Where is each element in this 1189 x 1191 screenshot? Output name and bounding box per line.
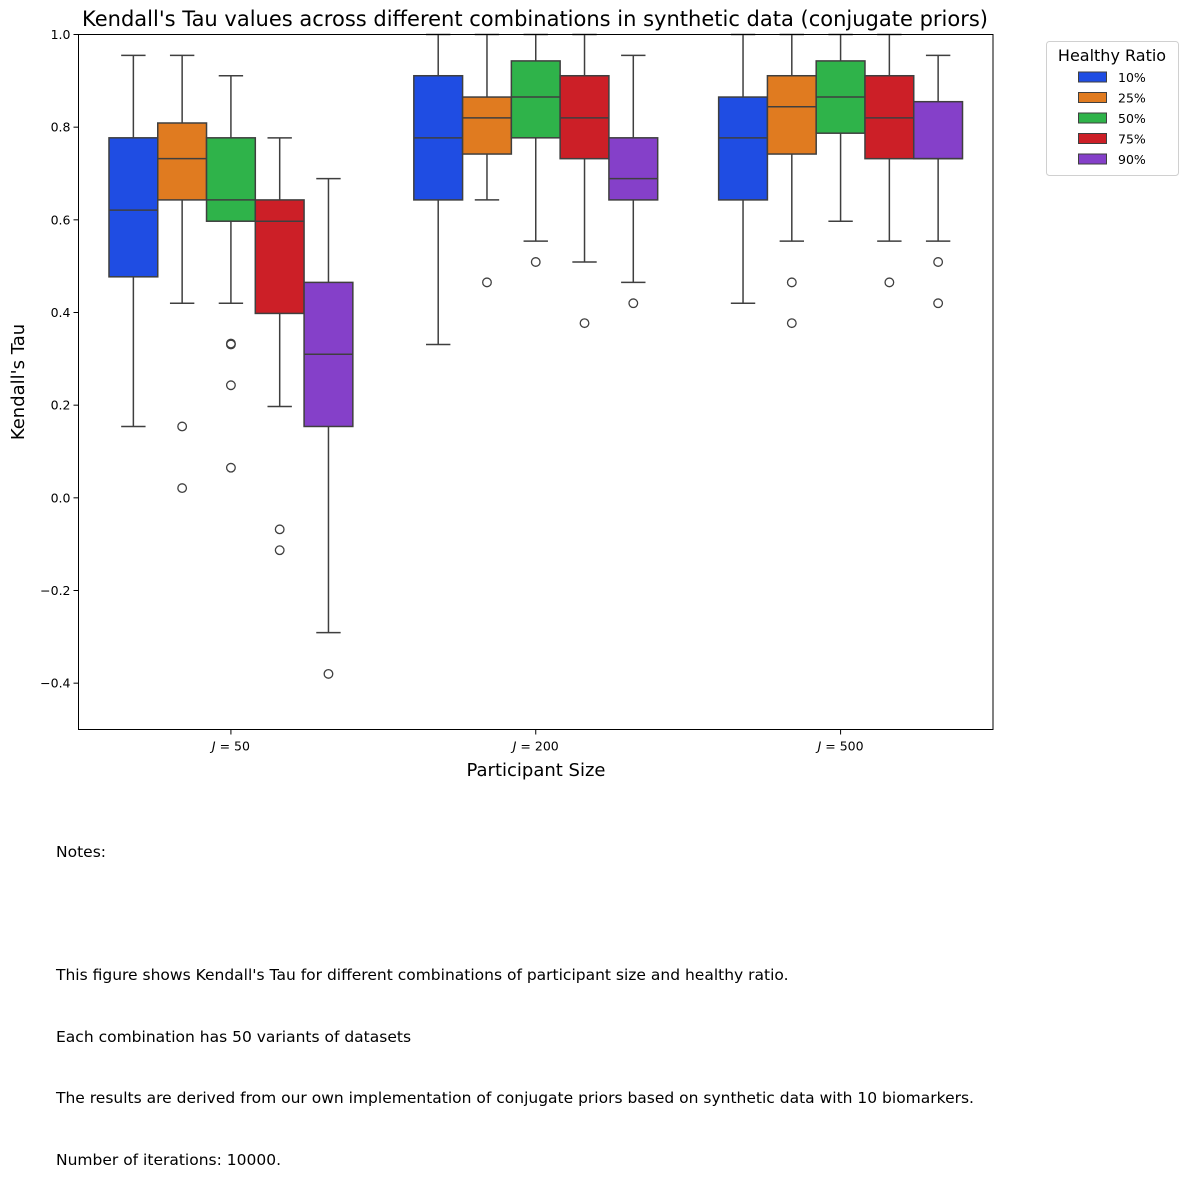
y-tick-label: 0.6 <box>51 212 71 227</box>
legend-label: 75% <box>1118 132 1146 147</box>
box-50pct-2 <box>815 33 866 222</box>
outlier-point <box>786 277 797 288</box>
notes-line: The results are derived from our own imp… <box>56 1089 974 1107</box>
box-iqr <box>157 122 208 201</box>
outlier-point <box>482 277 492 288</box>
chart: Kendall's Tau values across different co… <box>8 7 1179 781</box>
x-axis: J = 50 J = 200 J = 500 <box>209 729 864 754</box>
y-tick-label: −0.4 <box>40 676 70 691</box>
outlier-point <box>225 462 236 473</box>
notes-line: This figure shows Kendall's Tau for diff… <box>56 966 789 984</box>
notes-line: Number of iterations: 10000. <box>56 1150 281 1169</box>
outlier-point <box>933 257 944 267</box>
outlier-point <box>884 277 895 288</box>
legend-label: 25% <box>1118 91 1146 106</box>
box-75pct-1 <box>559 33 610 329</box>
box-25pct-1 <box>461 33 513 288</box>
y-tick-label: 0.8 <box>51 120 71 135</box>
legend-swatch <box>1078 71 1107 83</box>
box-25pct-0 <box>157 54 208 494</box>
box-90pct-2 <box>912 54 964 309</box>
y-axis-label: Kendall's Tau <box>8 324 29 440</box>
box-iqr <box>766 74 817 155</box>
x-axis-label: Participant Size <box>466 760 605 781</box>
outlier-point <box>274 524 285 535</box>
y-tick-label: 0.2 <box>51 398 71 413</box>
x-tick-value: = 50 <box>216 739 250 754</box>
outlier-point <box>579 318 590 329</box>
notes-line: Each combination has 50 variants of data… <box>56 1027 412 1046</box>
box-25pct-2 <box>766 33 817 329</box>
x-tick-var: J <box>209 739 216 754</box>
box-iqr <box>254 199 305 315</box>
x-tick-var: J <box>510 739 517 754</box>
y-tick-label: 0.4 <box>51 305 71 320</box>
legend-label: 90% <box>1118 152 1146 167</box>
legend-label: 10% <box>1118 70 1146 85</box>
box-iqr <box>608 137 659 201</box>
outlier-point <box>786 318 797 329</box>
outlier-point <box>628 298 639 309</box>
box-50pct-0 <box>205 74 257 473</box>
notes-spacer <box>56 904 974 925</box>
outlier-point <box>177 483 188 494</box>
outlier-point <box>177 421 188 432</box>
x-tick-label: J = 500 <box>815 739 864 754</box>
y-tick-label: 1.0 <box>51 27 71 42</box>
box-iqr <box>205 137 257 222</box>
outlier-point <box>530 257 541 267</box>
box-iqr <box>461 96 513 155</box>
y-axis: −0.4 −0.2 0.0 0.2 0.4 0.6 0.8 1.0 <box>40 27 79 691</box>
x-tick-value: = 200 <box>516 739 558 754</box>
box-iqr <box>717 96 769 201</box>
outlier-point <box>225 339 236 350</box>
y-tick-label: 0.0 <box>51 490 71 505</box>
x-tick-label: J = 200 <box>510 739 559 754</box>
box-90pct-1 <box>608 54 659 309</box>
x-tick-var: J <box>815 739 822 754</box>
box-10pct-0 <box>108 54 159 428</box>
x-tick-value: = 500 <box>821 739 863 754</box>
box-10pct-1 <box>413 33 464 346</box>
box-50pct-1 <box>510 33 561 267</box>
box-75pct-2 <box>864 33 915 288</box>
y-tick-label: −0.2 <box>40 583 70 598</box>
legend-swatch <box>1078 92 1107 103</box>
box-90pct-0 <box>303 177 354 679</box>
notes-block: Notes: This figure shows Kendall's Tau f… <box>56 801 974 1191</box>
legend: Healthy Ratio 10% 25% 50% 75% 90% <box>1046 41 1179 176</box>
legend-title: Healthy Ratio <box>1058 46 1166 65</box>
notes-heading: Notes: <box>56 843 106 861</box>
box-iqr <box>510 60 561 139</box>
legend-label: 50% <box>1118 111 1146 126</box>
outlier-point <box>933 298 944 309</box>
legend-swatch <box>1078 112 1107 124</box>
box-iqr <box>912 100 964 160</box>
outlier-point <box>274 545 285 556</box>
outlier-point <box>323 668 334 679</box>
legend-swatch <box>1078 133 1107 144</box>
outlier-point <box>225 380 236 391</box>
x-tick-label: J = 50 <box>209 739 250 754</box>
plot-area <box>108 33 964 679</box>
chart-title: Kendall's Tau values across different co… <box>82 7 988 31</box>
box-10pct-2 <box>717 33 769 304</box>
legend-swatch <box>1078 153 1107 165</box>
box-75pct-0 <box>254 137 305 556</box>
box-iqr <box>108 137 159 278</box>
